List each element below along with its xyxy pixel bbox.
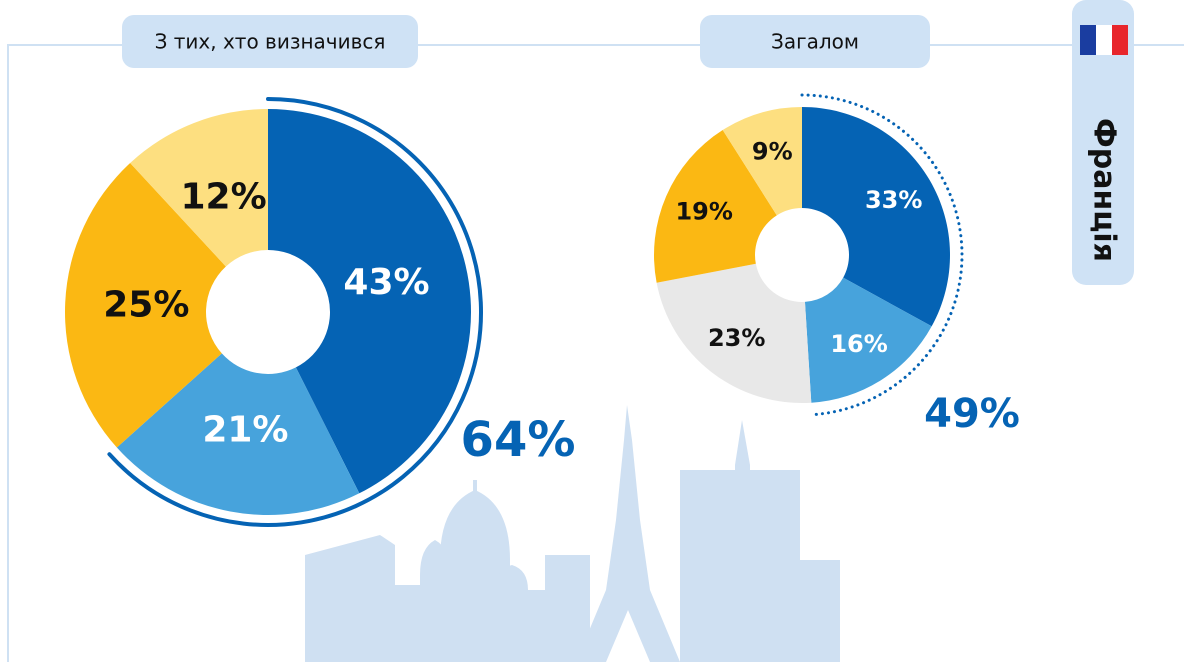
page: {"country": "Франція", "chart_data": [ {… xyxy=(0,0,1184,662)
value-label: 43% xyxy=(343,262,429,303)
annotation: 64% xyxy=(461,412,576,468)
pie-slice xyxy=(802,107,950,326)
flag xyxy=(1080,25,1096,55)
chart-title: З тих, хто визначився xyxy=(155,30,386,54)
value-label: 33% xyxy=(865,186,922,214)
value-label: 21% xyxy=(202,410,288,451)
value-label: 25% xyxy=(103,284,189,325)
value-label: 16% xyxy=(830,330,887,358)
flag xyxy=(1096,25,1112,55)
annotation: 49% xyxy=(924,391,1020,437)
country-label: Франція xyxy=(1087,118,1122,262)
value-label: 23% xyxy=(708,324,765,352)
value-label: 19% xyxy=(675,198,732,226)
chart-title: Загалом xyxy=(771,30,859,54)
infographic: З тих, хто визначився Загалом Франція 43… xyxy=(0,0,1184,662)
value-label: 12% xyxy=(180,177,266,218)
flag xyxy=(1112,25,1128,55)
value-label: 9% xyxy=(752,138,793,166)
